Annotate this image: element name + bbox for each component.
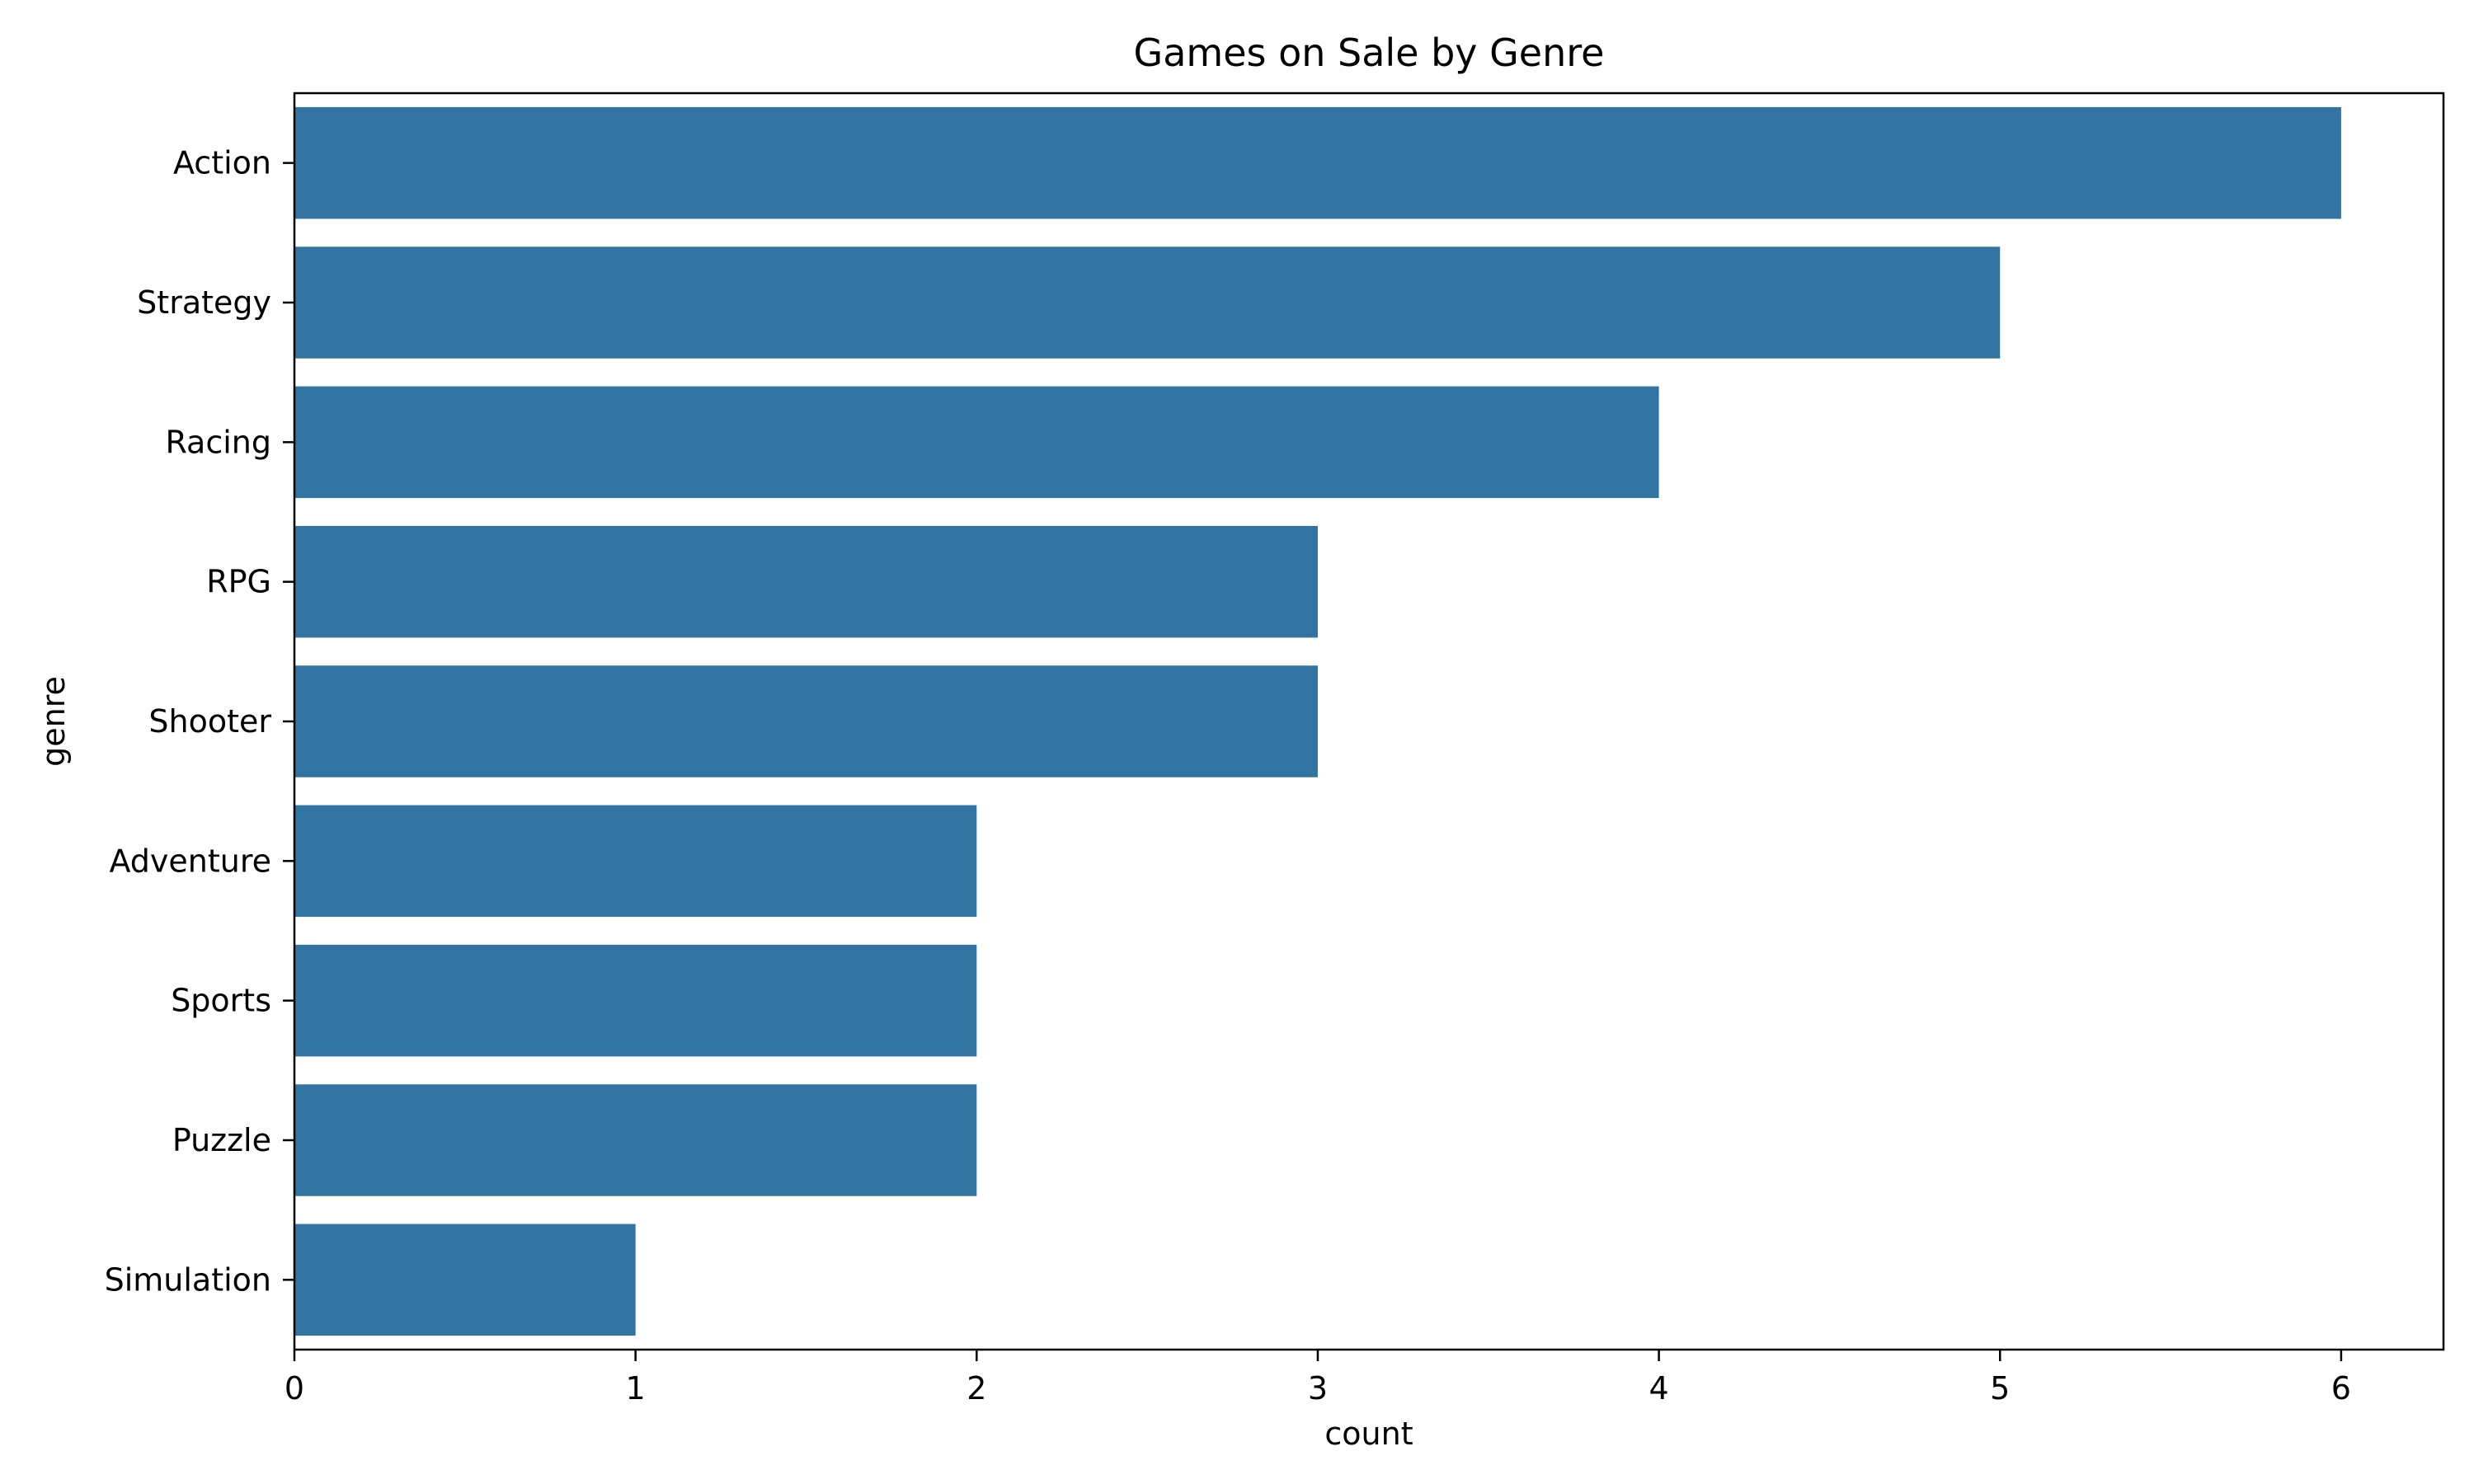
y-tick-label: Adventure	[109, 843, 271, 879]
y-tick-label: Strategy	[137, 284, 271, 321]
bar-shooter	[294, 665, 1318, 777]
bar-action	[294, 106, 2341, 219]
x-tick-label: 4	[1649, 1370, 1669, 1407]
bar-adventure	[294, 805, 977, 918]
x-tick-label: 6	[2331, 1370, 2351, 1407]
y-axis: Action Strategy Racing RPG Shooter Adventure S…	[105, 145, 294, 1298]
x-tick-label: 1	[626, 1370, 646, 1407]
x-tick-label: 5	[1990, 1370, 2010, 1407]
bar-strategy	[294, 247, 2001, 359]
bar-simulation	[294, 1223, 636, 1336]
y-tick-label: RPG	[206, 564, 271, 600]
y-tick-label: Sports	[171, 983, 271, 1019]
bar-rpg	[294, 525, 1318, 638]
x-tick-label: 0	[285, 1370, 304, 1407]
x-axis-label: count	[1324, 1416, 1413, 1452]
y-tick-label: Shooter	[148, 703, 271, 740]
x-axis: 0 1 2 3 4 5 6	[285, 1350, 2351, 1407]
plot-frame	[293, 92, 2445, 1351]
y-tick-label: Racing	[165, 424, 271, 460]
y-tick-label: Puzzle	[172, 1122, 271, 1158]
bars-group	[294, 106, 2341, 1336]
y-axis-label: genre	[35, 676, 72, 767]
y-tick-label: Action	[173, 145, 271, 181]
y-tick-label: Simulation	[105, 1261, 271, 1298]
bar-sports	[294, 944, 977, 1057]
x-tick-label: 3	[1308, 1370, 1328, 1407]
bar-racing	[294, 386, 1659, 499]
bar-puzzle	[294, 1084, 977, 1196]
x-tick-label: 2	[967, 1370, 986, 1407]
chart-title: Games on Sale by Genre	[1134, 31, 1605, 75]
